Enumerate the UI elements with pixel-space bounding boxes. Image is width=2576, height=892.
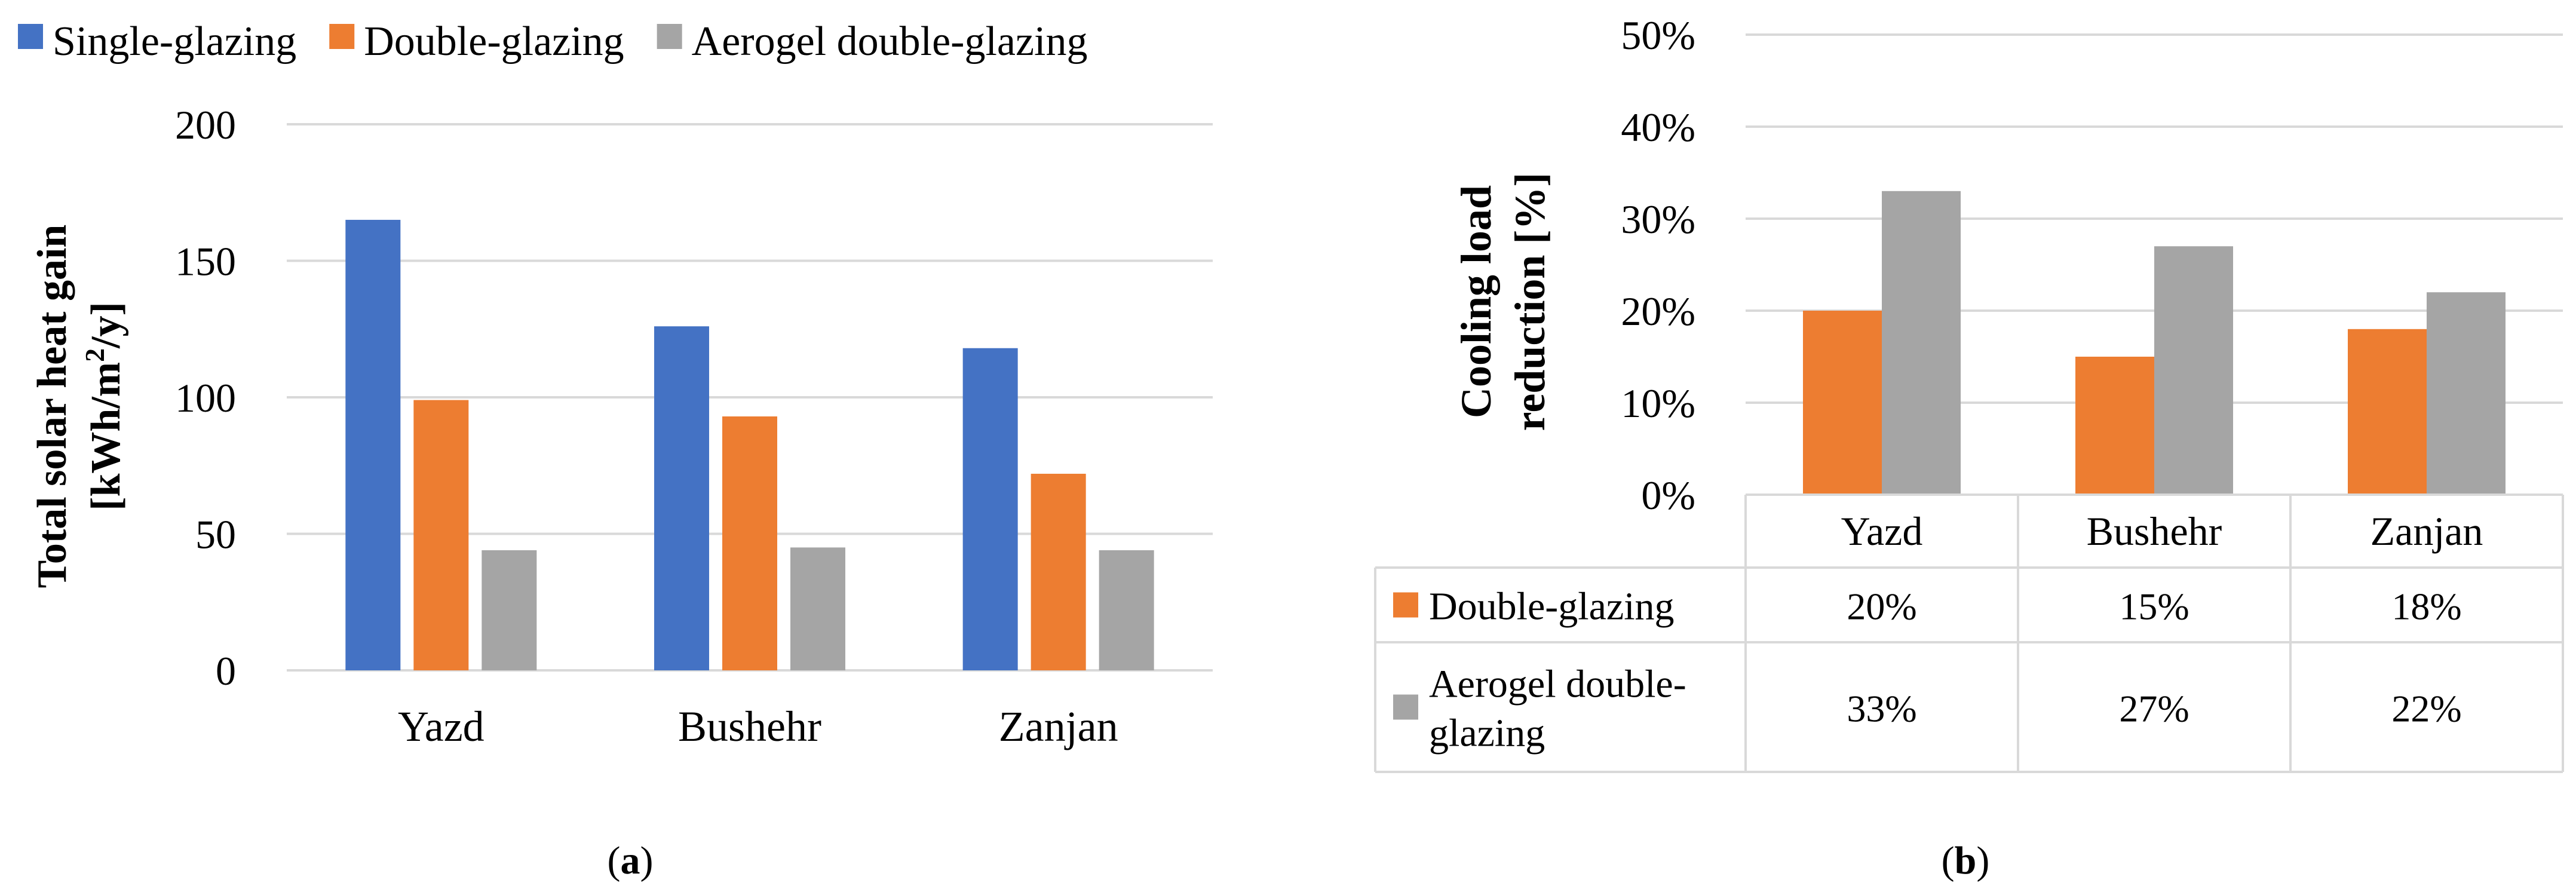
panel-a-legend-label: Double-glazing: [364, 19, 624, 65]
panel-a-bar-aerogel-double-glazing-bushehr: [790, 547, 845, 670]
panel-b-bar-double-glazing-zanjan: [2348, 329, 2427, 495]
panel-a-x-tick-label: Bushehr: [678, 703, 821, 750]
panel-b-legend-label: glazing: [1429, 712, 1545, 755]
panel-a-bars: [345, 219, 1154, 670]
panel-b-legend-label: Aerogel double-: [1429, 663, 1686, 706]
panel-a-x-tick-label: Yazd: [398, 703, 484, 750]
panel-a-bar-double-glazing-zanjan: [1031, 473, 1086, 670]
panel-b-bar-aerogel-double-glazing-zanjan: [2427, 292, 2506, 495]
panel-b-y-tick-label: 20%: [1621, 289, 1695, 334]
panel-b-legend-swatch-aerogel-double-glazing: [1393, 694, 1418, 720]
panel-a-legend: Single-glazing Double-glazing Aerogel doub…: [18, 19, 1087, 65]
panel-a-y-tick-label: 50: [195, 512, 236, 557]
panel-a-bar-double-glazing-bushehr: [722, 416, 777, 670]
panel-a-x-tick-label: Zanjan: [999, 703, 1118, 750]
panel-b-data-label: 15%: [2119, 586, 2189, 628]
panel-b-data-table: Yazd Bushehr Zanjan Double-glazing 20% 15% 18%…: [1374, 493, 2564, 773]
panel-a-legend-label: Aerogel double-glazing: [692, 19, 1088, 65]
panel-a-bar-double-glazing-yazd: [413, 400, 469, 670]
panel-a-legend-swatch-double-glazing: [329, 24, 355, 49]
panel-a-chart: Single-glazing Double-glazing Aerogel doub…: [18, 19, 1213, 882]
panel-b-data-label: 20%: [1847, 586, 1916, 628]
panel-a-y-ticks: 0 50 100 150 200: [175, 102, 236, 694]
panel-a-legend-label: Single-glazing: [53, 19, 296, 65]
panel-b-y-tick-label: 10%: [1621, 381, 1695, 426]
panel-b-y-axis-label-line1: Cooling load: [1452, 185, 1500, 418]
panel-b-caption: (b): [1942, 839, 1990, 882]
panel-a-bar-single-glazing-yazd: [345, 219, 401, 670]
panel-a-bar-aerogel-double-glazing-yazd: [482, 550, 537, 670]
panel-a-y-axis-label-line1: Total solar heat gain: [29, 225, 75, 588]
panel-a-y-tick-label: 150: [175, 239, 236, 284]
panel-a-y-axis-label-line2: [kWh/m2/y]: [79, 302, 129, 511]
panel-a-bar-single-glazing-zanjan: [962, 348, 1018, 670]
panel-b-bar-double-glazing-yazd: [1803, 311, 1882, 495]
panel-a-legend-swatch-single-glazing: [18, 24, 43, 49]
panel-b-y-ticks: 0% 10% 20% 30% 40% 50%: [1621, 13, 1695, 518]
panel-a-bar-aerogel-double-glazing-zanjan: [1099, 550, 1154, 670]
panel-b-data-label: 33%: [1847, 688, 1916, 730]
panel-a-y-axis-label-superscript: 2: [79, 348, 110, 362]
panel-b-bar-aerogel-double-glazing-bushehr: [2154, 246, 2233, 495]
panel-b-legend-swatch-double-glazing: [1393, 592, 1418, 618]
panel-b-x-tick-label: Zanjan: [2370, 508, 2483, 554]
panel-a-caption: (a): [608, 839, 654, 882]
panel-b-y-tick-label: 30%: [1621, 197, 1695, 242]
panel-a-x-ticks: Yazd Bushehr Zanjan: [398, 703, 1118, 750]
panel-b-data-label: 18%: [2391, 586, 2461, 628]
panel-b-bar-double-glazing-bushehr: [2075, 357, 2154, 495]
panel-b-data-label: 22%: [2391, 688, 2461, 730]
panel-a-bar-single-glazing-bushehr: [654, 326, 709, 670]
panel-b-data-label: 27%: [2119, 688, 2189, 730]
panel-a-y-tick-label: 0: [216, 648, 236, 694]
panel-b-bars: [1803, 191, 2506, 495]
panel-a-legend-swatch-aerogel-double-glazing: [657, 24, 682, 49]
panel-b-x-tick-label: Yazd: [1841, 508, 1923, 554]
panel-b-x-tick-label: Bushehr: [2087, 508, 2222, 554]
panel-b-y-tick-label: 40%: [1621, 105, 1695, 150]
panel-b-y-axis-label-line2: reduction [%]: [1506, 173, 1554, 431]
panel-a-y-tick-label: 100: [175, 375, 236, 421]
panel-b-chart: 0% 10% 20% 30% 40% 50% Yazd Bushehr Zanjan Doubl…: [1374, 13, 2564, 882]
panel-b-y-tick-label: 0%: [1641, 473, 1695, 518]
panel-b-y-tick-label: 50%: [1621, 13, 1695, 58]
panel-b-legend-label: Double-glazing: [1429, 585, 1675, 629]
panel-a-y-tick-label: 200: [175, 102, 236, 148]
panel-b-bar-aerogel-double-glazing-yazd: [1882, 191, 1961, 495]
